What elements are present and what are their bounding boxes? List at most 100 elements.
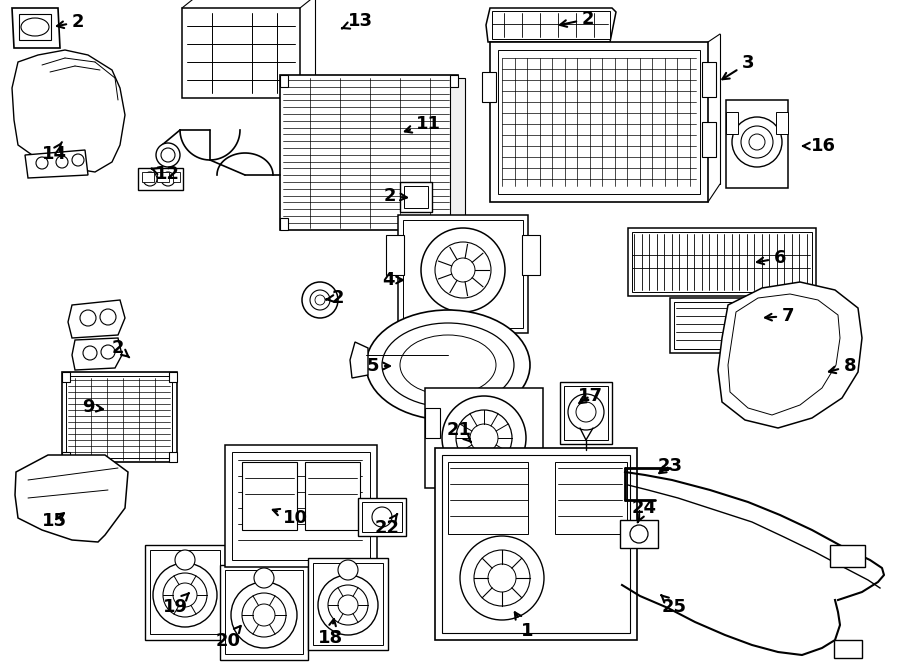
Bar: [564, 386, 608, 440]
Circle shape: [568, 394, 604, 430]
Circle shape: [310, 290, 330, 310]
Bar: [834, 640, 862, 658]
Bar: [425, 388, 543, 488]
Bar: [145, 545, 225, 640]
Bar: [560, 382, 612, 444]
Circle shape: [173, 583, 197, 607]
Circle shape: [576, 402, 596, 422]
Polygon shape: [68, 300, 125, 338]
Bar: [362, 502, 402, 532]
Circle shape: [470, 424, 498, 452]
Polygon shape: [15, 455, 128, 542]
Text: 24: 24: [632, 499, 656, 522]
Text: 12: 12: [151, 165, 179, 183]
Bar: [435, 448, 637, 640]
Text: 6: 6: [757, 249, 787, 267]
Text: 19: 19: [163, 593, 189, 616]
Text: 3: 3: [723, 54, 754, 79]
Bar: [62, 452, 70, 462]
Circle shape: [163, 573, 207, 617]
Circle shape: [143, 172, 157, 186]
Polygon shape: [12, 8, 60, 48]
Circle shape: [302, 282, 338, 318]
Bar: [313, 563, 383, 645]
Circle shape: [749, 134, 765, 150]
Bar: [220, 565, 308, 660]
Circle shape: [161, 172, 175, 186]
Circle shape: [456, 410, 512, 466]
Circle shape: [156, 143, 180, 167]
Bar: [442, 455, 630, 633]
Circle shape: [460, 536, 544, 620]
Circle shape: [421, 228, 505, 312]
Text: 1: 1: [515, 612, 533, 640]
Circle shape: [242, 593, 286, 637]
Polygon shape: [728, 294, 840, 415]
Bar: [726, 100, 788, 188]
Bar: [66, 376, 172, 458]
Circle shape: [474, 550, 530, 606]
Text: 10: 10: [273, 509, 308, 527]
Circle shape: [36, 157, 48, 169]
Bar: [232, 452, 370, 560]
Bar: [670, 298, 795, 353]
Bar: [450, 78, 465, 226]
Bar: [674, 302, 790, 349]
Bar: [157, 172, 169, 182]
Circle shape: [231, 582, 297, 648]
Polygon shape: [350, 342, 368, 378]
Bar: [830, 545, 865, 567]
Bar: [702, 62, 716, 97]
Bar: [490, 42, 708, 202]
Text: 15: 15: [41, 512, 67, 530]
Text: 23: 23: [658, 457, 682, 475]
Bar: [450, 75, 458, 87]
Text: 8: 8: [829, 357, 856, 375]
Text: 25: 25: [662, 595, 687, 616]
Bar: [425, 408, 440, 438]
Bar: [498, 50, 700, 194]
Circle shape: [741, 126, 773, 158]
Text: 14: 14: [41, 142, 67, 163]
Bar: [280, 75, 458, 230]
Polygon shape: [718, 282, 862, 428]
Text: 17: 17: [578, 387, 602, 405]
Text: 20: 20: [215, 626, 241, 650]
Text: 2: 2: [57, 13, 85, 31]
Bar: [448, 462, 528, 534]
Circle shape: [56, 156, 68, 168]
Bar: [173, 172, 180, 182]
Bar: [62, 372, 70, 382]
Bar: [308, 558, 388, 650]
Bar: [403, 220, 523, 328]
Bar: [522, 235, 540, 275]
Bar: [400, 182, 432, 212]
Bar: [142, 172, 154, 182]
Text: 9: 9: [82, 398, 103, 416]
Circle shape: [442, 396, 526, 480]
Bar: [280, 218, 288, 230]
Bar: [702, 122, 716, 157]
Circle shape: [318, 575, 378, 635]
Bar: [726, 112, 738, 134]
Bar: [169, 452, 177, 462]
Circle shape: [253, 604, 275, 626]
Bar: [150, 550, 220, 634]
Bar: [386, 235, 404, 275]
Circle shape: [100, 309, 116, 325]
Text: 2: 2: [326, 289, 344, 307]
Bar: [482, 72, 496, 102]
Bar: [225, 570, 303, 654]
Circle shape: [83, 346, 97, 360]
Ellipse shape: [400, 335, 496, 395]
Circle shape: [451, 258, 475, 282]
Circle shape: [72, 154, 84, 166]
Ellipse shape: [21, 18, 49, 36]
Circle shape: [80, 310, 96, 326]
Bar: [776, 112, 788, 134]
Text: 7: 7: [765, 307, 794, 325]
Bar: [450, 218, 458, 230]
Circle shape: [161, 148, 175, 162]
Text: 21: 21: [446, 421, 472, 442]
Bar: [358, 498, 406, 536]
